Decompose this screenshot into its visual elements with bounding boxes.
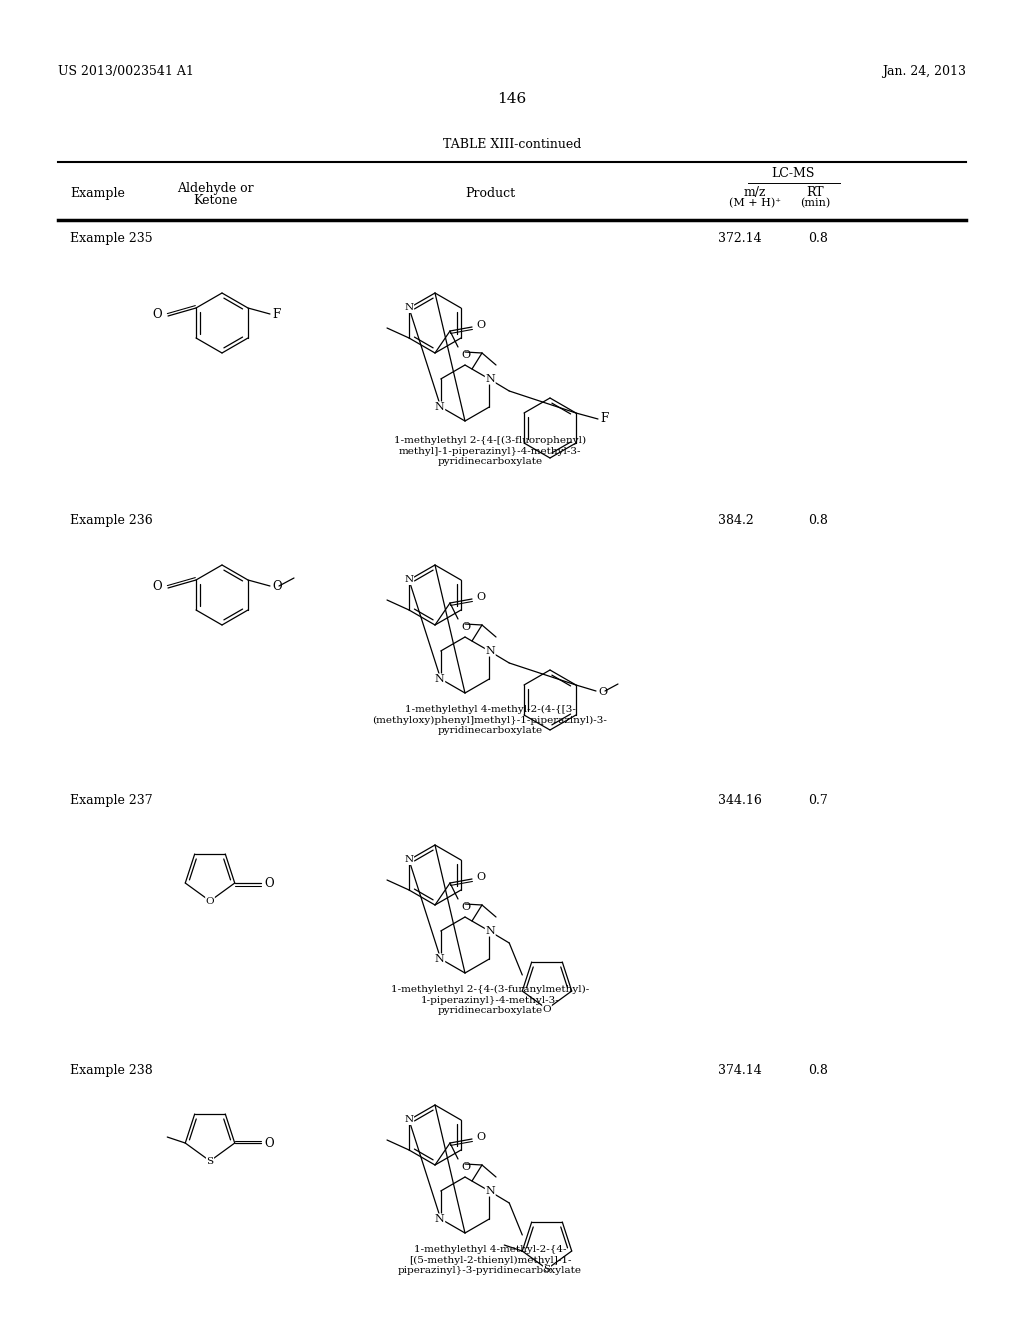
Text: 0.8: 0.8 [808,513,827,527]
Text: N: N [404,855,414,865]
Text: N: N [435,403,444,412]
Text: O: O [476,873,485,882]
Text: S: S [207,1156,214,1166]
Text: Example 236: Example 236 [70,513,153,527]
Text: N: N [485,645,496,656]
Text: 0.8: 0.8 [808,1064,827,1077]
Text: Example: Example [70,187,125,201]
Text: O: O [461,1162,470,1172]
Text: S: S [544,1265,551,1274]
Text: TABLE XIII-continued: TABLE XIII-continued [442,139,582,150]
Text: RT: RT [806,186,824,199]
Text: 1-methylethyl 4-methyl-2-(4-{[3-
(methyloxy)phenyl]methyl}-1-piperazinyl)-3-
pyr: 1-methylethyl 4-methyl-2-(4-{[3- (methyl… [373,705,607,735]
Text: Aldehyde or: Aldehyde or [177,182,253,195]
Text: O: O [265,876,274,890]
Text: 1-methylethyl 2-{4-(3-furanylmethyl)-
1-piperazinyl}-4-methyl-3-
pyridinecarboxy: 1-methylethyl 2-{4-(3-furanylmethyl)- 1-… [391,985,589,1015]
Text: 384.2: 384.2 [718,513,754,527]
Text: O: O [153,581,162,594]
Text: Example 238: Example 238 [70,1064,153,1077]
Text: m/z: m/z [743,186,766,199]
Text: O: O [272,581,282,594]
Text: N: N [404,576,414,585]
Text: Ketone: Ketone [193,194,238,207]
Text: Example 235: Example 235 [70,232,153,246]
Text: N: N [404,304,414,313]
Text: F: F [272,308,281,321]
Text: (min): (min) [800,198,830,209]
Text: 372.14: 372.14 [718,232,762,246]
Text: LC-MS: LC-MS [771,168,815,180]
Text: (M + H)⁺: (M + H)⁺ [729,198,781,209]
Text: N: N [485,1185,496,1196]
Text: 1-methylethyl 2-{4-[(3-fluorophenyl)
methyl]-1-piperazinyl}-4-methyl-3-
pyridine: 1-methylethyl 2-{4-[(3-fluorophenyl) met… [394,436,586,466]
Text: Product: Product [465,187,515,201]
Text: 0.8: 0.8 [808,232,827,246]
Text: Jan. 24, 2013: Jan. 24, 2013 [882,65,966,78]
Text: N: N [435,675,444,684]
Text: 344.16: 344.16 [718,795,762,807]
Text: O: O [461,902,470,912]
Text: 374.14: 374.14 [718,1064,762,1077]
Text: F: F [600,412,608,425]
Text: O: O [476,591,485,602]
Text: O: O [461,622,470,632]
Text: N: N [485,374,496,384]
Text: O: O [476,319,485,330]
Text: O: O [265,1137,274,1150]
Text: O: O [461,350,470,360]
Text: 0.7: 0.7 [808,795,827,807]
Text: O: O [206,896,214,906]
Text: N: N [404,1115,414,1125]
Text: O: O [598,686,607,697]
Text: N: N [435,1214,444,1224]
Text: O: O [543,1005,551,1014]
Text: US 2013/0023541 A1: US 2013/0023541 A1 [58,65,194,78]
Text: Example 237: Example 237 [70,795,153,807]
Text: 1-methylethyl 4-methyl-2-{4-
[(5-methyl-2-thienyl)methyl]-1-
piperazinyl}-3-pyri: 1-methylethyl 4-methyl-2-{4- [(5-methyl-… [398,1245,582,1275]
Text: N: N [435,954,444,964]
Text: O: O [153,309,162,322]
Text: N: N [485,927,496,936]
Text: 146: 146 [498,92,526,106]
Text: O: O [476,1133,485,1142]
